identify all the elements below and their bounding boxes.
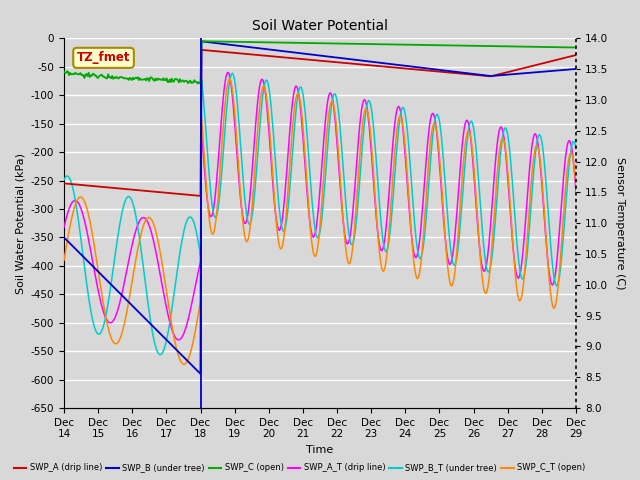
Y-axis label: Sensor Temperature (C): Sensor Temperature (C) (615, 157, 625, 289)
X-axis label: Time: Time (307, 445, 333, 455)
Y-axis label: Soil Water Potential (kPa): Soil Water Potential (kPa) (15, 153, 25, 294)
Legend: SWP_A (drip line), SWP_B (under tree), SWP_C (open), SWP_A_T (drip line), SWP_B_: SWP_A (drip line), SWP_B (under tree), S… (11, 460, 589, 476)
Text: TZ_fmet: TZ_fmet (77, 51, 131, 64)
Title: Soil Water Potential: Soil Water Potential (252, 19, 388, 33)
